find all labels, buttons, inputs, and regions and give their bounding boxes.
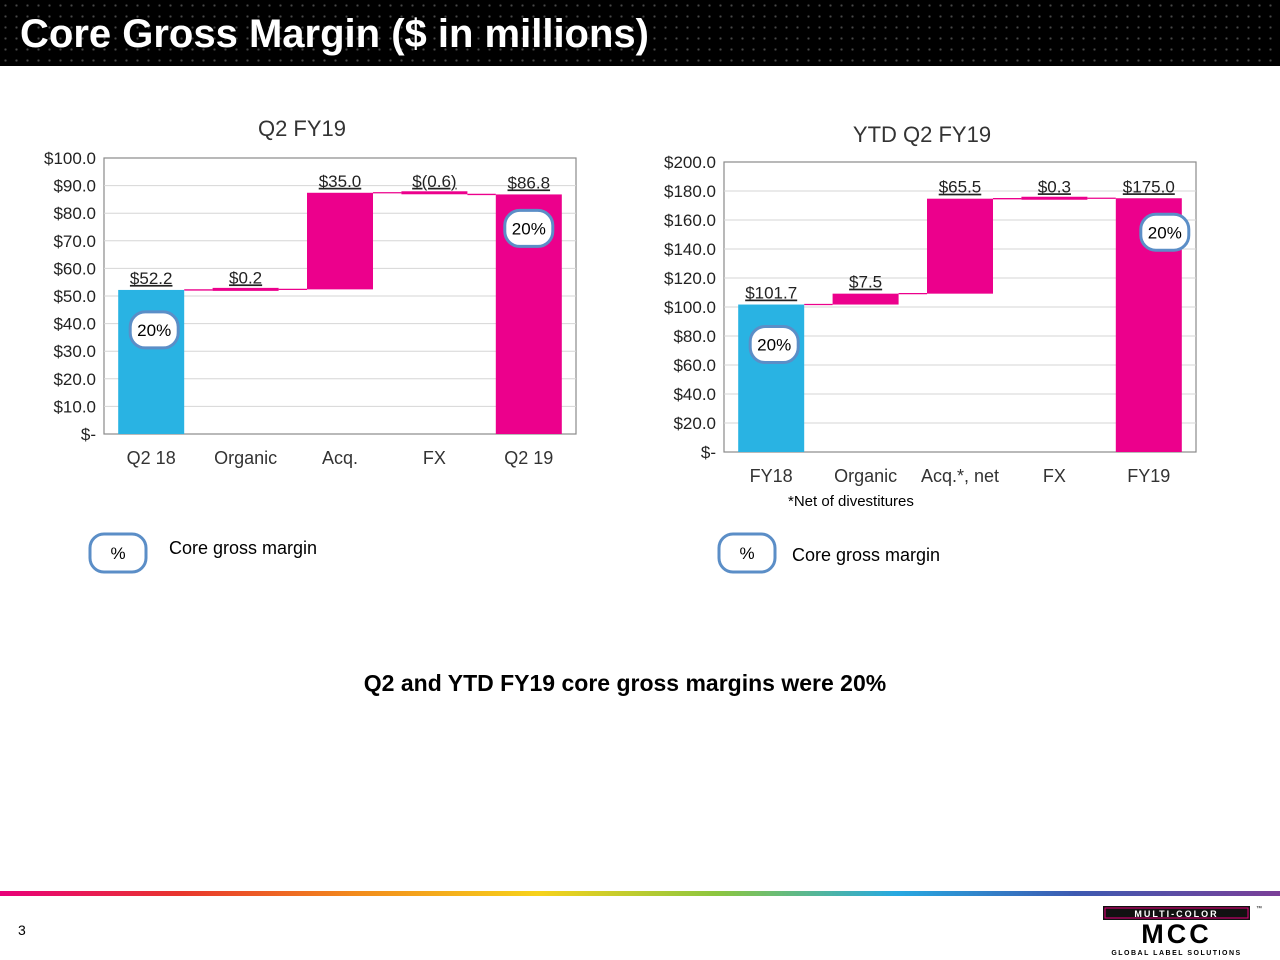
margin-badge-frame [503, 208, 555, 248]
summary-statement: Q2 and YTD FY19 core gross margins were … [363, 670, 887, 696]
page-title: Core Gross Margin ($ in millions) [20, 12, 649, 56]
chart-title: YTD Q2 FY19 [853, 122, 991, 147]
data-label: $0.2 [229, 268, 262, 287]
bar [212, 287, 279, 291]
y-tick-label: $70.0 [53, 232, 96, 251]
y-tick-label: $120.0 [664, 269, 716, 288]
bar [1021, 196, 1088, 200]
y-tick-label: $90.0 [53, 177, 96, 196]
footnote: *Net of divestitures [788, 493, 914, 510]
x-tick-label: FX [1043, 466, 1066, 486]
margin-badge: 20% [1139, 212, 1191, 252]
bar [307, 192, 373, 290]
y-tick-label: $20.0 [673, 414, 716, 433]
margin-badge-label: 20% [512, 219, 546, 238]
data-label: $65.5 [939, 178, 982, 197]
y-tick-label: $50.0 [53, 287, 96, 306]
x-tick-label: Organic [214, 448, 277, 468]
data-label: $175.0 [1123, 177, 1175, 196]
y-tick-label: $80.0 [53, 204, 96, 223]
y-tick-label: $140.0 [664, 240, 716, 259]
legend-badge: % [88, 532, 148, 574]
y-tick-label: $80.0 [673, 327, 716, 346]
y-tick-label: $60.0 [53, 259, 96, 278]
chart-q2-fy19: Q2 FY19 $- $10.0 $20.0 $30.0 $40.0 $50.0 $60.0 $… [44, 116, 577, 468]
y-tick-label: $180.0 [664, 182, 716, 201]
legend-badge-symbol: % [739, 544, 754, 563]
svg-text:MCC: MCC [1141, 919, 1212, 949]
rainbow-divider [0, 891, 1280, 896]
y-tick-label: $60.0 [673, 356, 716, 375]
y-tick-label: $40.0 [53, 315, 96, 334]
company-logo: MULTI-COLOR ™ MCC GLOBAL LABEL SOLUTIONS [1103, 905, 1262, 957]
data-label: $35.0 [319, 172, 362, 191]
svg-text:MULTI-COLOR: MULTI-COLOR [1134, 909, 1218, 919]
y-tick-label: $- [81, 425, 96, 444]
bar [927, 198, 993, 294]
legend-label: Core gross margin [792, 545, 941, 565]
x-tick-label: Q2 19 [504, 448, 553, 468]
x-tick-label: Q2 18 [127, 448, 176, 468]
data-label: $86.8 [508, 173, 551, 192]
y-tick-label: $40.0 [673, 385, 716, 404]
margin-badge-label: 20% [757, 336, 791, 355]
margin-badge-frame [748, 325, 800, 365]
title-bar: Core Gross Margin ($ in millions) [0, 0, 1280, 66]
legend-badge: % [717, 532, 777, 574]
legend-label: Core gross margin [169, 538, 318, 558]
y-tick-label: $200.0 [664, 153, 716, 172]
margin-badge-frame [128, 310, 180, 350]
svg-text:™: ™ [1256, 905, 1262, 912]
x-tick-label: Organic [834, 466, 897, 486]
margin-badge-label: 20% [137, 321, 171, 340]
y-tick-label: $160.0 [664, 211, 716, 230]
chart-ytd-q2-fy19: YTD Q2 FY19 $- $20.0 $40.0 $60.0 $80.0 $100.0 $… [664, 122, 1197, 486]
data-label: $0.3 [1038, 177, 1071, 196]
data-label: $52.2 [130, 269, 173, 288]
margin-badge: 20% [748, 325, 800, 365]
x-tick-label: FY18 [750, 466, 793, 486]
chart-title: Q2 FY19 [258, 116, 346, 141]
data-label: $7.5 [849, 273, 882, 292]
data-label: $101.7 [745, 284, 797, 303]
x-tick-label: Acq. [322, 448, 358, 468]
legend-badge-symbol: % [110, 544, 125, 563]
y-tick-label: $100.0 [664, 298, 716, 317]
y-tick-label: $10.0 [53, 397, 96, 416]
margin-badge: 20% [503, 208, 555, 248]
x-tick-label: FX [423, 448, 446, 468]
y-tick-label: $100.0 [44, 149, 96, 168]
y-tick-label: $- [701, 443, 716, 462]
margin-badge-label: 20% [1148, 223, 1182, 242]
page-number: 3 [18, 922, 26, 938]
bar [832, 293, 899, 305]
y-tick-label: $30.0 [53, 342, 96, 361]
svg-text:GLOBAL LABEL SOLUTIONS: GLOBAL LABEL SOLUTIONS [1111, 950, 1241, 957]
margin-badge-frame [1139, 212, 1191, 252]
x-tick-label: FY19 [1127, 466, 1170, 486]
y-tick-label: $20.0 [53, 370, 96, 389]
data-label: $(0.6) [412, 172, 456, 191]
bar [401, 191, 468, 195]
margin-badge: 20% [128, 310, 180, 350]
x-tick-label: Acq.*, net [921, 466, 999, 486]
